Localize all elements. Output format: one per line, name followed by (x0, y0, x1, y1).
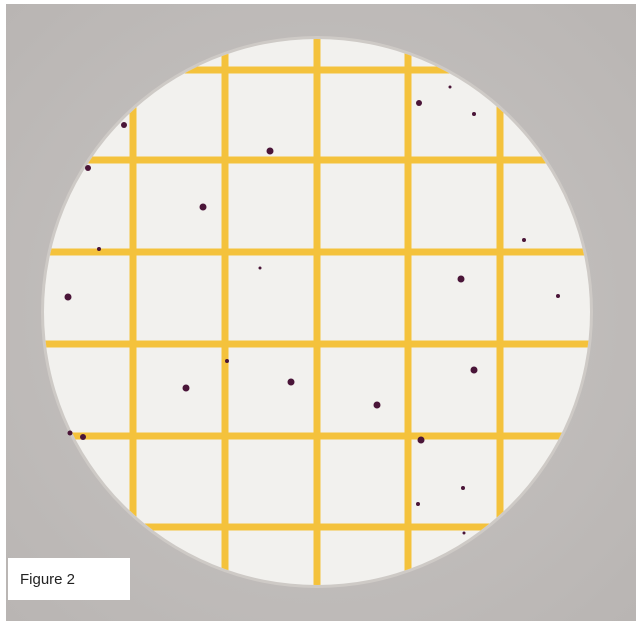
colony (556, 294, 560, 298)
colony (470, 366, 478, 374)
colony (80, 434, 86, 440)
colony (97, 247, 101, 251)
colony (121, 122, 127, 128)
colony (64, 293, 72, 301)
colony (373, 401, 381, 409)
colony (182, 384, 190, 392)
caption-box (8, 558, 130, 600)
colony (258, 266, 262, 270)
colony (448, 85, 452, 89)
colony (416, 502, 420, 506)
colony (522, 238, 526, 242)
colony (462, 531, 466, 535)
colony (67, 430, 73, 436)
colony (287, 378, 295, 386)
colony (416, 100, 422, 106)
caption: Figure 2 (20, 571, 75, 588)
colonies (64, 85, 560, 535)
colony (461, 486, 465, 490)
colony (457, 275, 465, 283)
colony (199, 203, 207, 211)
colony (225, 359, 229, 363)
colony (266, 147, 274, 155)
colony (85, 165, 91, 171)
colony (472, 112, 476, 116)
colony (417, 436, 425, 444)
